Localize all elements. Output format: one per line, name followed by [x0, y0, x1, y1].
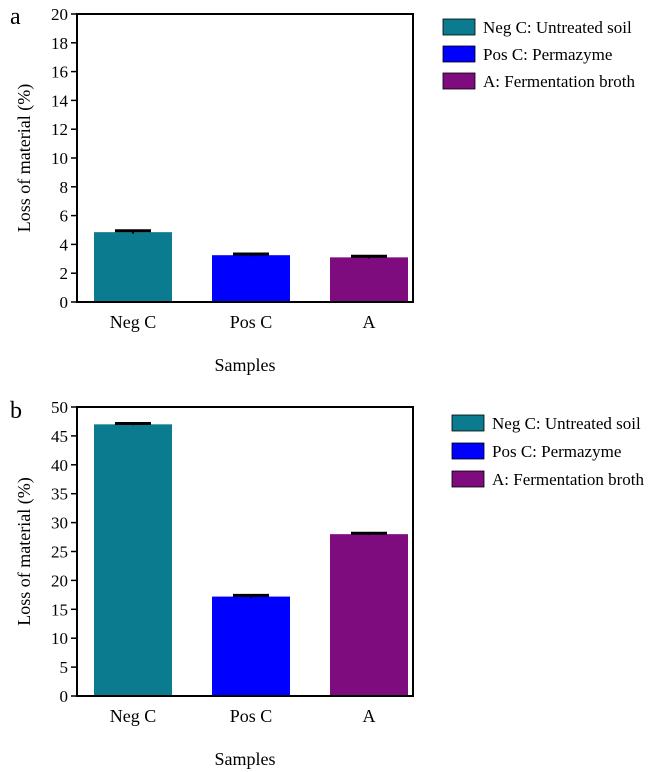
panel-letter: a [10, 4, 21, 30]
x-axis-title: Samples [215, 749, 276, 769]
x-tick-label: Neg C [110, 706, 157, 726]
x-tick-label: Pos C [230, 312, 273, 332]
x-tick-label: A [363, 312, 376, 332]
x-tick-label: Neg C [110, 312, 157, 332]
legend-swatch [451, 470, 485, 488]
y-tick-label: 25 [51, 543, 68, 562]
legend-swatch [451, 414, 485, 432]
y-tick-label: 0 [60, 293, 69, 312]
y-tick-label: 45 [51, 427, 68, 446]
y-tick-label: 10 [51, 149, 68, 168]
y-tick-label: 4 [60, 235, 69, 254]
bar-1 [94, 424, 172, 696]
panel-a: a Neg C Pos C A 0 2 4 6 8 10 12 14 16 18 20 Loss of mat… [10, 4, 636, 375]
y-tick-label: 20 [51, 5, 68, 24]
y-tick-label: 16 [51, 63, 68, 82]
y-tick-label: 6 [60, 207, 69, 226]
bar-1 [94, 232, 172, 302]
y-axis-title: Loss of material (%) [14, 477, 35, 625]
bar-3 [330, 534, 408, 696]
y-tick-label: 18 [51, 34, 68, 53]
y-tick-label: 12 [51, 120, 68, 139]
bar-2 [212, 596, 290, 696]
y-tick-label: 10 [51, 629, 68, 648]
y-tick-label: 15 [51, 600, 68, 619]
legend-swatch [442, 72, 476, 90]
x-tick-label: Pos C [230, 706, 273, 726]
bar-2 [212, 255, 290, 302]
x-axis-title: Samples [215, 355, 276, 375]
panel-b: b Neg C Pos C A 0 5 10 15 20 25 30 35 40 45 50 Loss of … [10, 398, 645, 769]
legend-label: A: Fermentation broth [492, 470, 645, 489]
y-tick-label: 0 [60, 687, 69, 706]
legend-label: Pos C: Permazyme [483, 45, 612, 64]
y-tick-label: 20 [51, 571, 68, 590]
legend-label: Neg C: Untreated soil [483, 18, 632, 37]
y-tick-label: 5 [60, 658, 69, 677]
legend-swatch [442, 45, 476, 63]
legend-label: Pos C: Permazyme [492, 442, 621, 461]
legend-swatch [442, 18, 476, 36]
y-tick-label: 14 [51, 91, 69, 110]
y-tick-label: 50 [51, 398, 68, 417]
y-tick-label: 35 [51, 485, 68, 504]
bar-3 [330, 257, 408, 302]
y-tick-label: 30 [51, 514, 68, 533]
panel-letter: b [10, 398, 22, 424]
y-tick-label: 40 [51, 456, 68, 475]
legend-swatch [451, 442, 485, 460]
x-tick-label: A [363, 706, 376, 726]
y-axis-title: Loss of material (%) [14, 84, 35, 232]
y-tick-label: 2 [60, 264, 69, 283]
legend-label: Neg C: Untreated soil [492, 414, 641, 433]
legend-label: A: Fermentation broth [483, 72, 636, 91]
y-tick-label: 8 [60, 178, 69, 197]
